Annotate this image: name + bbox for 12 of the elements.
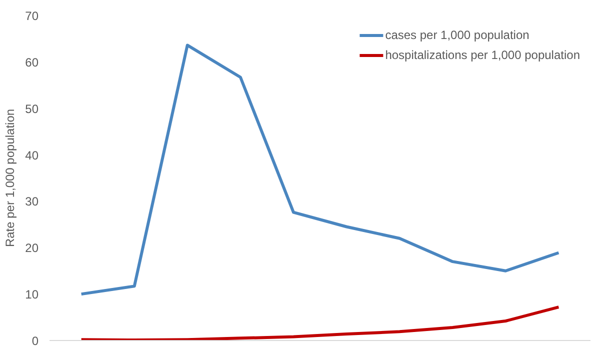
legend-label: cases per 1,000 population xyxy=(385,28,530,42)
y-axis-title: Rate per 1,000 population xyxy=(3,108,18,248)
y-tick-label: 50 xyxy=(25,102,39,116)
y-tick-label: 60 xyxy=(25,55,39,70)
legend-label: hospitalizations per 1,000 population xyxy=(385,48,580,62)
y-tick-label: 30 xyxy=(25,194,39,209)
y-tick-label: 20 xyxy=(25,241,39,256)
y-tick-label: 0 xyxy=(32,334,39,348)
y-tick-label: 40 xyxy=(25,148,39,162)
y-tick-label: 10 xyxy=(25,288,39,302)
y-tick-label: 70 xyxy=(25,9,39,23)
line-series xyxy=(80,306,560,340)
